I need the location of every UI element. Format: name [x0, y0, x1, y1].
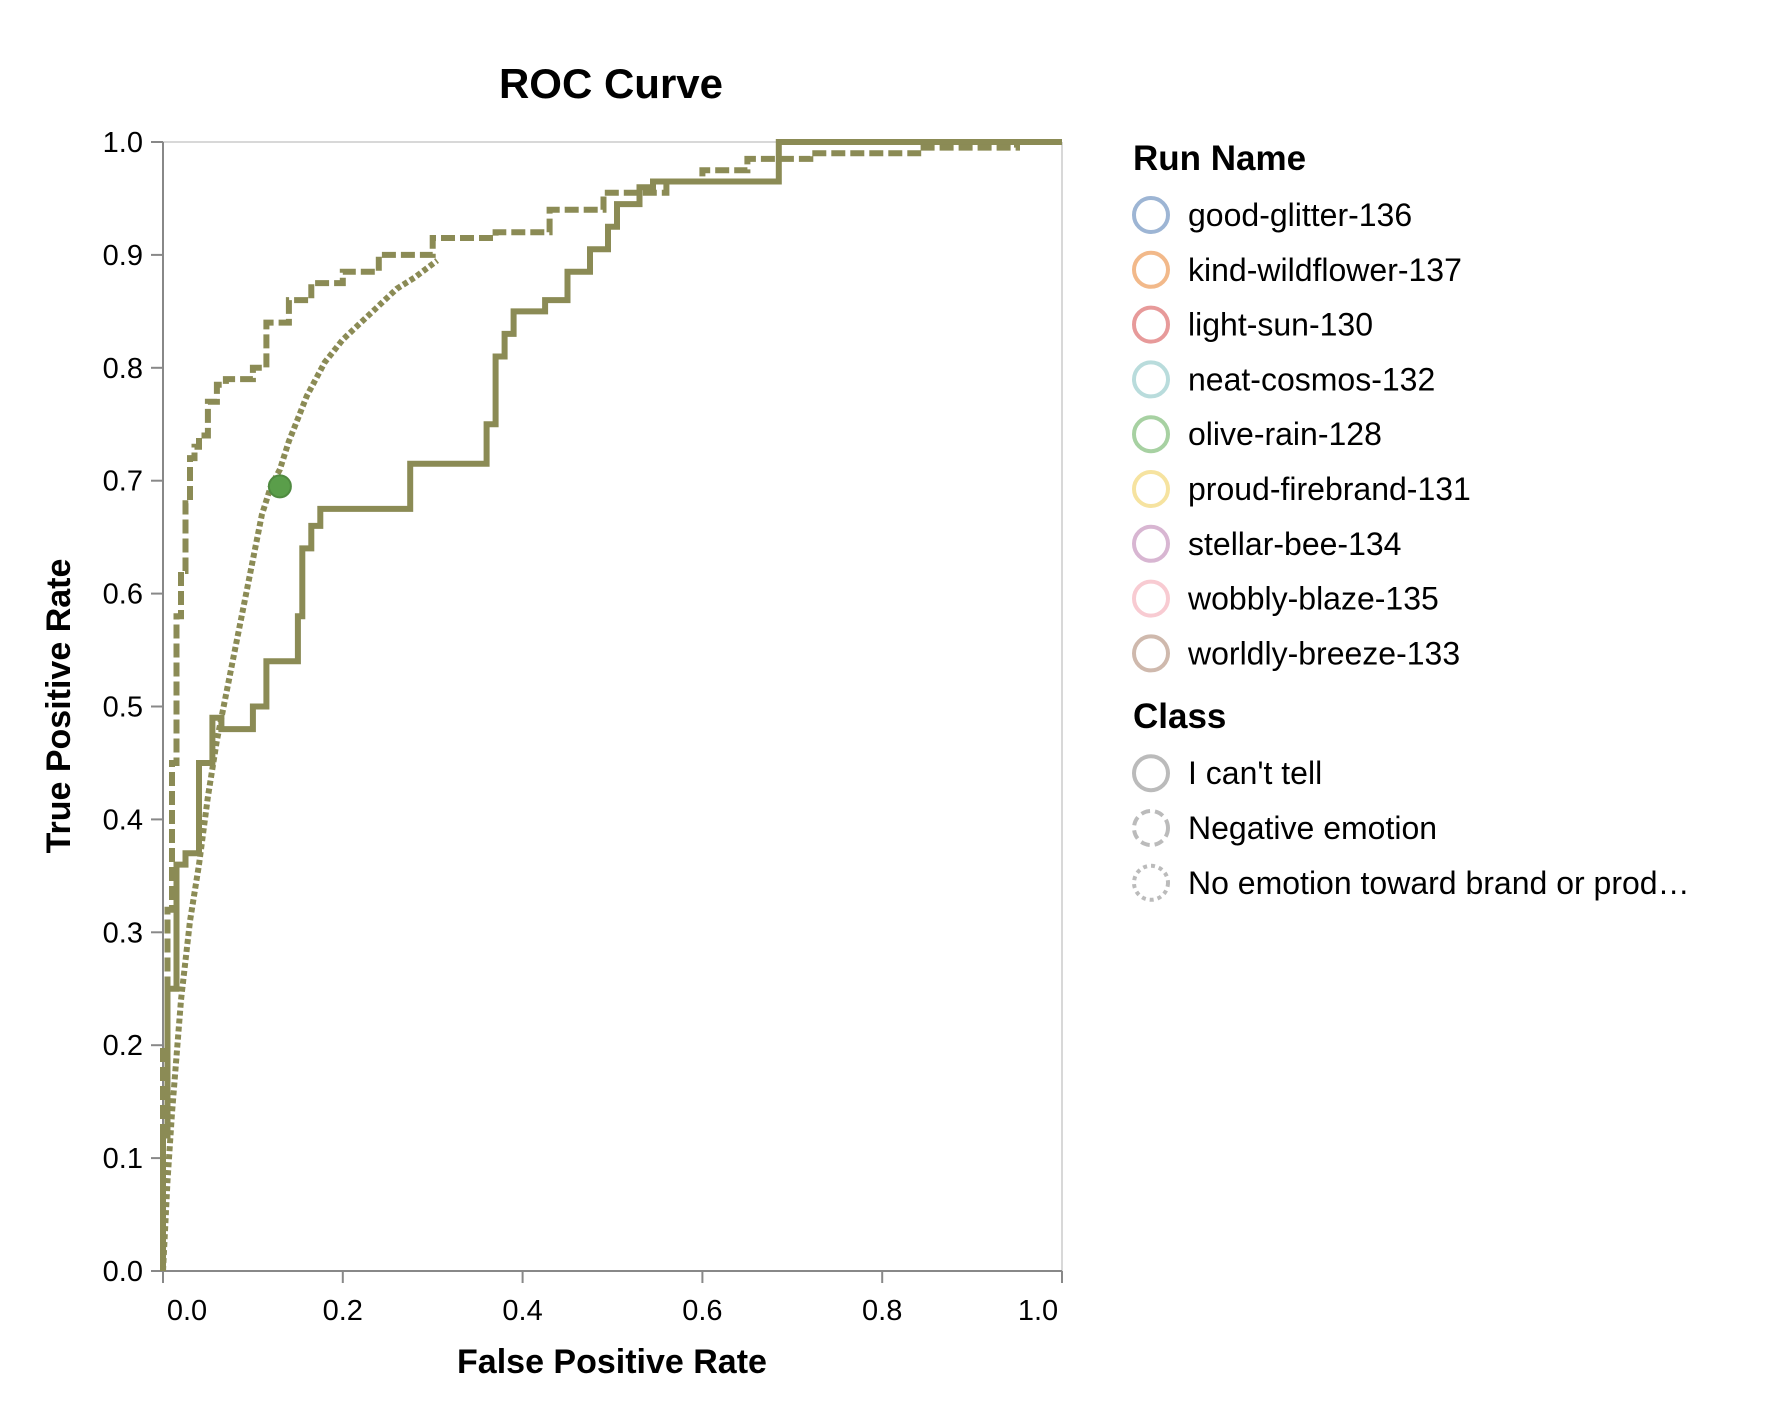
legend-label[interactable]: neat-cosmos-132: [1188, 361, 1435, 397]
y-tick-label: 0.3: [103, 917, 143, 949]
x-tick-label: 0.4: [502, 1295, 542, 1327]
legend: Run Name good-glitter-136 kind-wildflower-…: [1132, 139, 1690, 902]
legend-label[interactable]: I can't tell: [1188, 755, 1322, 791]
y-axis-title: True Positive Rate: [40, 559, 78, 854]
x-axis-ticks: 0.0 0.2 0.4 0.6 0.8 1.0: [162, 1271, 1063, 1327]
x-tick-label: 0.8: [862, 1295, 902, 1327]
legend-title: Run Name: [1133, 139, 1306, 178]
legend-symbol-icon[interactable]: [1132, 415, 1170, 454]
legend-label[interactable]: No emotion toward brand or prod…: [1188, 865, 1690, 901]
y-tick-label: 0.5: [103, 692, 143, 724]
legend-symbol-icon[interactable]: [1132, 250, 1170, 289]
legend-symbol-icon[interactable]: [1132, 863, 1170, 902]
marker-layer: [267, 474, 292, 499]
plot-frame: [162, 141, 1063, 1272]
legend-label[interactable]: proud-firebrand-131: [1188, 471, 1471, 507]
chart-title: ROC Curve: [499, 60, 723, 107]
legend-symbol-icon[interactable]: [1132, 360, 1170, 399]
y-tick-label: 1.0: [103, 127, 143, 159]
legend-symbol-icon[interactable]: [1132, 196, 1170, 234]
x-tick-label: 0.2: [323, 1295, 363, 1327]
legend-symbol-icon[interactable]: [1132, 809, 1170, 847]
x-tick-label: 1.0: [1018, 1295, 1058, 1327]
y-tick-label: 0.1: [103, 1143, 143, 1175]
roc-series-line-1: [160, 139, 1062, 1271]
legend-symbol-icon[interactable]: [1132, 305, 1170, 344]
legend-label[interactable]: stellar-bee-134: [1188, 526, 1401, 562]
legend-symbol-icon[interactable]: [1132, 524, 1170, 563]
legend-label[interactable]: good-glitter-136: [1188, 197, 1412, 233]
x-tick-label: 0.0: [167, 1295, 207, 1327]
legend-label[interactable]: olive-rain-128: [1188, 416, 1382, 452]
legend-label[interactable]: kind-wildflower-137: [1188, 252, 1462, 288]
y-tick-label: 0.9: [103, 240, 143, 272]
y-tick-label: 0.7: [103, 466, 143, 498]
x-tick-label: 0.6: [682, 1295, 722, 1327]
y-axis-ticks: 0.0 0.1 0.2 0.3 0.4 0.5 0.6 0.7 0.8 0.9 1.0: [103, 127, 163, 1288]
legend-label[interactable]: light-sun-130: [1188, 307, 1373, 343]
y-tick-label: 0.4: [103, 804, 143, 836]
y-tick-label: 0.6: [103, 579, 143, 611]
legend-title: Class: [1133, 697, 1226, 736]
operating-point-marker[interactable]: [267, 474, 292, 499]
series-layer: [160, 139, 1062, 1272]
y-tick-label: 0.2: [103, 1030, 143, 1062]
legend-label[interactable]: wobbly-blaze-135: [1187, 581, 1439, 617]
legend-symbol-icon[interactable]: [1132, 754, 1170, 793]
legend-label[interactable]: Negative emotion: [1188, 810, 1437, 846]
y-tick-label: 0.8: [103, 353, 143, 385]
legend-symbol-icon[interactable]: [1132, 470, 1170, 508]
legend-symbol-icon[interactable]: [1132, 634, 1170, 673]
legend-symbol-icon[interactable]: [1132, 579, 1170, 618]
y-tick-label: 0.0: [103, 1256, 143, 1288]
roc-series-line-3: [160, 258, 440, 1272]
x-axis-title: False Positive Rate: [457, 1343, 767, 1381]
legend-label[interactable]: worldly-breeze-133: [1187, 635, 1460, 671]
roc-series-line-2: [160, 139, 1062, 1271]
